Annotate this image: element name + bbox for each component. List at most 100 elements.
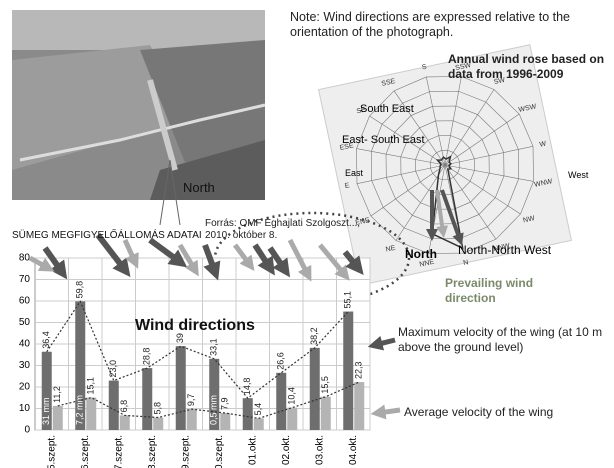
precip-label: 0,5 mm	[209, 395, 219, 425]
series-trend	[57, 381, 360, 420]
value-label: 7,9	[220, 397, 230, 410]
direction-arrow	[287, 238, 312, 282]
rose-shape	[431, 155, 464, 250]
bar	[253, 418, 264, 430]
rose-spoke	[425, 76, 446, 166]
bar	[153, 417, 164, 430]
x-tick-label: 9.szept.	[180, 435, 191, 468]
bar	[309, 347, 320, 430]
bar	[142, 368, 153, 430]
bar	[86, 397, 97, 430]
rose-title: Annual wind rose based on data from 1996…	[448, 52, 605, 81]
direction-arrow	[318, 243, 350, 281]
value-label: 55,1	[343, 291, 353, 309]
x-tick-label: 03.okt.	[314, 435, 325, 465]
direction-arrow	[435, 189, 449, 238]
rose-direction: SSW	[455, 62, 472, 72]
direction-arrow	[122, 238, 139, 269]
rose-label: East- South East	[342, 134, 425, 146]
rose-direction: NNE	[419, 259, 435, 269]
direction-arrow	[233, 243, 255, 271]
rose-spoke	[444, 145, 534, 166]
rose-direction: NW	[523, 215, 536, 224]
rose-direction: W	[539, 140, 547, 148]
y-tick-label: 10	[19, 403, 31, 414]
y-tick-label: 0	[24, 425, 30, 436]
value-label: 38,2	[309, 327, 319, 345]
value-label: 33,1	[209, 338, 219, 356]
bar	[52, 405, 63, 430]
rose-spoke	[356, 164, 446, 185]
value-label: 36,4	[41, 331, 51, 349]
bar	[75, 301, 86, 430]
y-tick-label: 60	[19, 296, 31, 307]
value-label: 10,4	[287, 387, 297, 405]
rose-direction: WSW	[518, 103, 537, 114]
rose-spoke	[444, 113, 520, 166]
direction-arrow	[28, 255, 55, 272]
rose-direction: S	[421, 64, 427, 72]
y-tick-label: 70	[19, 274, 31, 285]
rose-direction: N	[463, 259, 469, 267]
photo-label: North	[183, 180, 215, 195]
rose-spoke	[444, 164, 521, 215]
bar	[175, 346, 186, 430]
wind-rose: S SSW SW WSW W WNW NW NNW N NNE NE ENE E ESE SE SSE	[317, 44, 573, 286]
value-label: 15,5	[320, 376, 330, 394]
rose-direction: SSE	[381, 78, 396, 88]
value-label: 9,7	[186, 394, 196, 407]
rose-label: North	[405, 247, 437, 261]
y-tick-label: 20	[19, 382, 31, 393]
bar	[209, 358, 220, 430]
value-label: 22,3	[354, 362, 364, 380]
rose-spoke	[444, 164, 497, 240]
legend-label: Maximum velocity of the wing (at 10 m ab…	[398, 325, 603, 354]
chart-title: SÜMEG MEGFIGYELŐÁLLOMÁS ADATAI	[12, 227, 202, 241]
bar	[320, 396, 331, 430]
bar	[287, 407, 298, 430]
rose-spoke	[444, 89, 495, 166]
photo	[12, 10, 266, 226]
value-label: 11,2	[52, 386, 62, 403]
bar	[41, 351, 52, 430]
value-label: 39	[175, 333, 185, 343]
direction-arrow	[252, 243, 275, 276]
rose-spoke	[356, 148, 446, 166]
x-tick-label: 01.okt.	[247, 435, 258, 465]
direction-arrow	[95, 233, 131, 278]
rose-direction: NNW	[493, 243, 511, 253]
y-tick-label: 80	[19, 253, 31, 264]
direction-arrow	[370, 404, 401, 420]
direction-arrow	[367, 335, 396, 351]
rose-label: North-North West	[458, 243, 552, 257]
chart-subtitle: Forrás: OMF Éghajlati Szolgoszt..., 2010…	[205, 218, 361, 241]
value-label: 6,8	[119, 400, 129, 413]
rose-direction: WNW	[534, 178, 554, 189]
rose-direction: SE	[356, 106, 367, 115]
note: Note: Wind directions are expressed rela…	[290, 10, 570, 39]
rose-direction: NE	[385, 245, 396, 254]
rose-spoke	[369, 115, 446, 166]
rose-spoke	[393, 90, 446, 166]
value-label: 28,8	[142, 348, 152, 366]
annotation: Wind directions	[135, 317, 255, 334]
direction-arrow	[148, 237, 188, 268]
prevailing-label: Prevailing wind direction	[445, 276, 534, 305]
precip-label: 7,2 mm	[75, 395, 85, 425]
value-label: 14,8	[242, 378, 252, 396]
x-tick-label: 6.szept.	[80, 435, 91, 468]
bar	[242, 398, 253, 430]
rose-direction: ESE	[339, 142, 354, 152]
bar	[343, 311, 354, 430]
x-tick-label: 5.szept.	[46, 435, 57, 468]
rose-direction: SW	[493, 77, 506, 86]
legend-label: Average velocity of the wing	[404, 405, 554, 419]
bar	[108, 380, 119, 430]
rose-direction: E	[344, 182, 350, 190]
bar	[276, 372, 287, 430]
y-tick-label: 40	[19, 339, 31, 350]
precip-label: 31 mm	[41, 397, 51, 425]
y-tick-label: 50	[19, 317, 31, 328]
value-label: 59,8	[75, 281, 85, 299]
